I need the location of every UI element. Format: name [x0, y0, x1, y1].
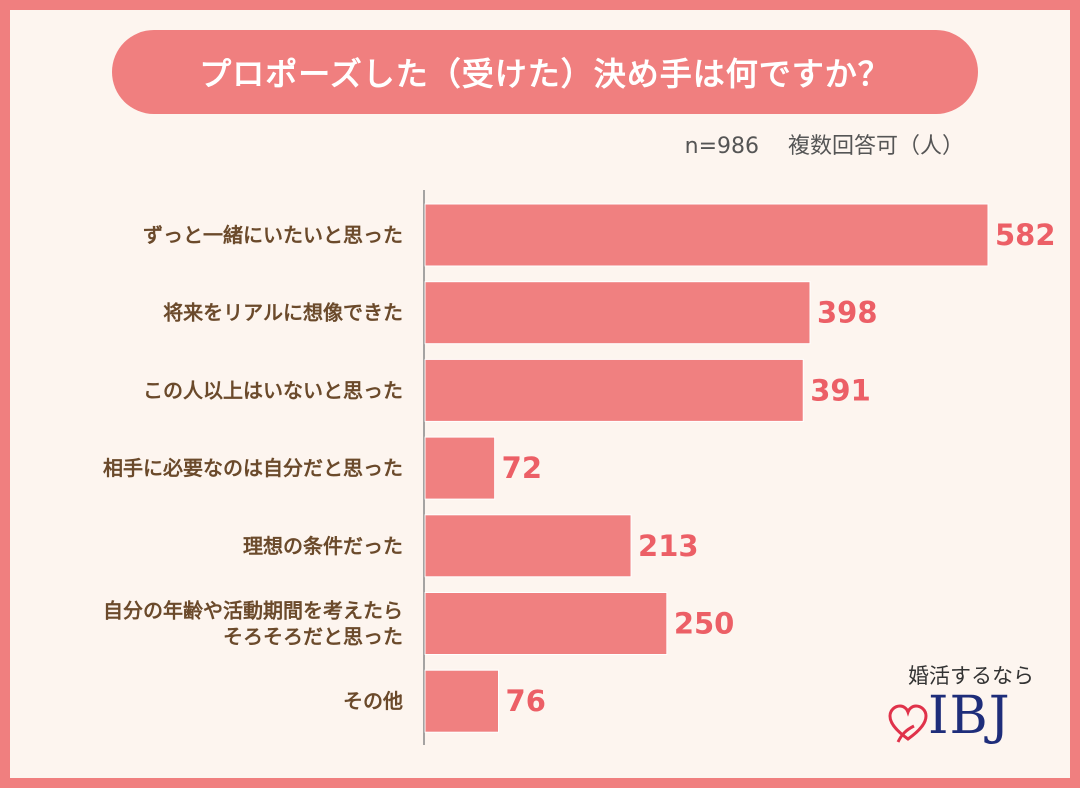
category-label: 相手に必要なのは自分だと思った: [103, 456, 403, 480]
category-label: その他: [343, 689, 403, 713]
category-label: 自分の年齢や活動期間を考えたら: [103, 599, 403, 623]
bar: [424, 358, 804, 422]
bar: [424, 592, 668, 655]
heart-icon: [888, 704, 928, 743]
bar: [424, 203, 989, 267]
category-label: 将来をリアルに想像できた: [163, 301, 403, 325]
chart-title: プロポーズした（受けた）決め手は何ですか？: [112, 30, 978, 114]
value-label: 213: [638, 529, 699, 563]
value-label: 398: [817, 296, 878, 330]
logo-tagline: 婚活するなら: [908, 664, 1034, 688]
value-label: 391: [810, 373, 871, 407]
value-label: 250: [674, 607, 735, 641]
logo-brand: IBJ: [928, 686, 1011, 746]
bar: [424, 514, 632, 578]
value-label: 582: [995, 218, 1056, 252]
chart-subtitle: n=986 複数回答可（人）: [684, 134, 964, 159]
value-label: 76: [506, 684, 546, 718]
category-label: この人以上はいないと思った: [143, 378, 403, 402]
category-label: そろそろだと思った: [223, 625, 403, 649]
bar: [424, 436, 496, 500]
category-label: 理想の条件だった: [243, 534, 403, 558]
value-label: 72: [502, 451, 542, 485]
bar: [424, 281, 811, 345]
category-label: ずっと一緒にいたいと思った: [143, 223, 403, 247]
bar: [424, 669, 500, 733]
ibj-logo: 婚活するなら IBJ: [888, 660, 1068, 770]
